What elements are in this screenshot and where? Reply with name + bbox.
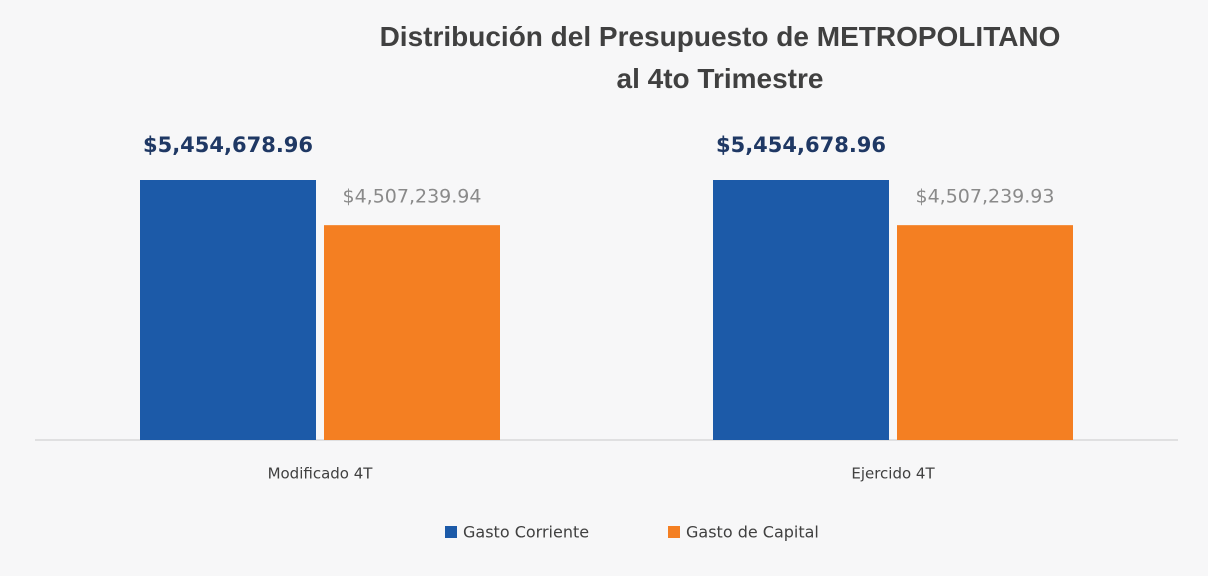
x-tick-label: Modificado 4T	[268, 465, 374, 483]
data-label: $5,454,678.96	[716, 133, 886, 157]
bar	[140, 180, 316, 440]
data-label: $4,507,239.93	[915, 186, 1054, 208]
data-label: $5,454,678.96	[143, 133, 313, 157]
legend-swatch	[668, 526, 680, 538]
chart-title: Distribución del Presupuesto de METROPOL…	[379, 21, 1061, 94]
data-label: $4,507,239.94	[342, 186, 481, 208]
bar	[324, 225, 500, 440]
legend-label: Gasto de Capital	[686, 523, 819, 542]
bar	[897, 225, 1073, 440]
legend-swatch	[445, 526, 457, 538]
x-tick-label: Ejercido 4T	[851, 465, 935, 483]
bar	[713, 180, 889, 440]
legend-label: Gasto Corriente	[463, 523, 589, 542]
